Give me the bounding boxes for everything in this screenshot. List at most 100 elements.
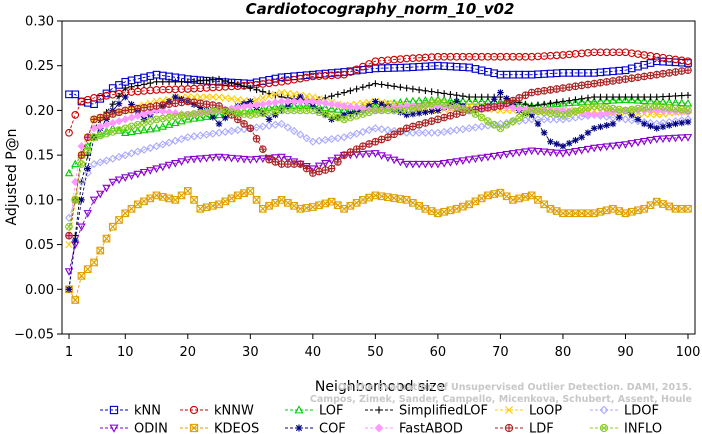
data-point xyxy=(277,119,286,128)
data-point xyxy=(377,192,386,201)
data-point xyxy=(609,93,617,101)
data-point xyxy=(64,268,74,276)
series-knn xyxy=(65,57,692,109)
data-point xyxy=(590,110,599,119)
data-point xyxy=(352,65,361,74)
data-point xyxy=(165,100,173,109)
data-point xyxy=(171,78,179,86)
data-point xyxy=(158,122,168,130)
data-point xyxy=(683,108,693,117)
data-point xyxy=(315,136,324,145)
series-line xyxy=(68,114,689,218)
legend-marker xyxy=(504,423,514,433)
data-point xyxy=(427,128,436,137)
data-point xyxy=(390,130,398,139)
data-point xyxy=(627,116,636,125)
data-point xyxy=(371,124,380,133)
data-point xyxy=(183,187,192,195)
data-point xyxy=(321,110,330,118)
data-point xyxy=(146,79,154,87)
data-point xyxy=(639,96,649,104)
data-point xyxy=(396,158,405,167)
data-point xyxy=(134,82,142,89)
data-point xyxy=(665,122,673,129)
data-point xyxy=(177,134,186,144)
data-point xyxy=(240,189,248,198)
data-point xyxy=(302,134,311,143)
data-point xyxy=(633,139,643,147)
data-point xyxy=(477,104,486,113)
data-point xyxy=(121,93,129,101)
data-point xyxy=(515,113,524,122)
data-point xyxy=(222,77,229,85)
data-point xyxy=(621,141,630,149)
data-point xyxy=(183,133,192,142)
data-point xyxy=(171,93,179,101)
data-point xyxy=(83,265,92,274)
data-point xyxy=(477,113,486,122)
data-point xyxy=(484,191,492,200)
data-point xyxy=(302,101,311,110)
data-point xyxy=(377,125,386,134)
data-point xyxy=(590,125,598,132)
data-point xyxy=(539,148,549,157)
data-point xyxy=(352,145,361,154)
data-point xyxy=(364,150,374,159)
data-point xyxy=(146,124,155,133)
data-point xyxy=(127,113,136,122)
data-point xyxy=(146,143,155,153)
data-point xyxy=(490,103,499,111)
data-point xyxy=(221,127,230,136)
data-point xyxy=(621,75,630,83)
data-point xyxy=(259,88,267,95)
data-point xyxy=(359,99,367,107)
data-point xyxy=(96,131,105,140)
data-point xyxy=(397,83,404,91)
data-point xyxy=(603,122,611,129)
data-point xyxy=(152,191,161,200)
data-point xyxy=(571,82,580,91)
data-point xyxy=(189,132,199,141)
data-point xyxy=(514,149,524,157)
data-point xyxy=(359,196,367,204)
data-point xyxy=(465,93,473,101)
data-point xyxy=(615,207,624,215)
data-point xyxy=(215,75,223,83)
data-point xyxy=(271,98,280,107)
data-point xyxy=(634,206,642,215)
data-point xyxy=(508,103,518,112)
data-point xyxy=(84,165,92,172)
data-point xyxy=(452,110,461,118)
data-point xyxy=(652,70,661,79)
data-point xyxy=(108,154,117,163)
data-point xyxy=(196,155,205,163)
data-point xyxy=(402,160,411,169)
data-point xyxy=(647,122,654,130)
x-tick-label: 80 xyxy=(555,345,572,360)
data-point xyxy=(315,98,324,107)
data-point xyxy=(171,118,180,127)
data-point xyxy=(358,127,367,136)
data-point xyxy=(265,155,273,164)
data-point xyxy=(396,127,405,136)
data-point xyxy=(152,102,161,110)
data-point xyxy=(571,209,580,218)
data-point xyxy=(77,151,86,159)
data-point xyxy=(340,133,349,142)
data-point xyxy=(115,216,123,224)
data-point xyxy=(515,194,524,203)
data-point xyxy=(596,78,605,87)
data-point xyxy=(328,92,335,100)
data-point xyxy=(158,107,167,116)
data-point xyxy=(547,99,554,107)
data-point xyxy=(433,128,442,137)
data-point xyxy=(196,131,205,140)
data-point xyxy=(271,198,280,207)
data-point xyxy=(121,115,130,124)
data-point xyxy=(202,100,211,109)
data-point xyxy=(333,105,343,113)
legend-item-kdeos: KDEOS xyxy=(180,422,259,434)
data-point xyxy=(308,165,318,173)
data-point xyxy=(490,95,498,103)
data-point xyxy=(327,100,336,109)
